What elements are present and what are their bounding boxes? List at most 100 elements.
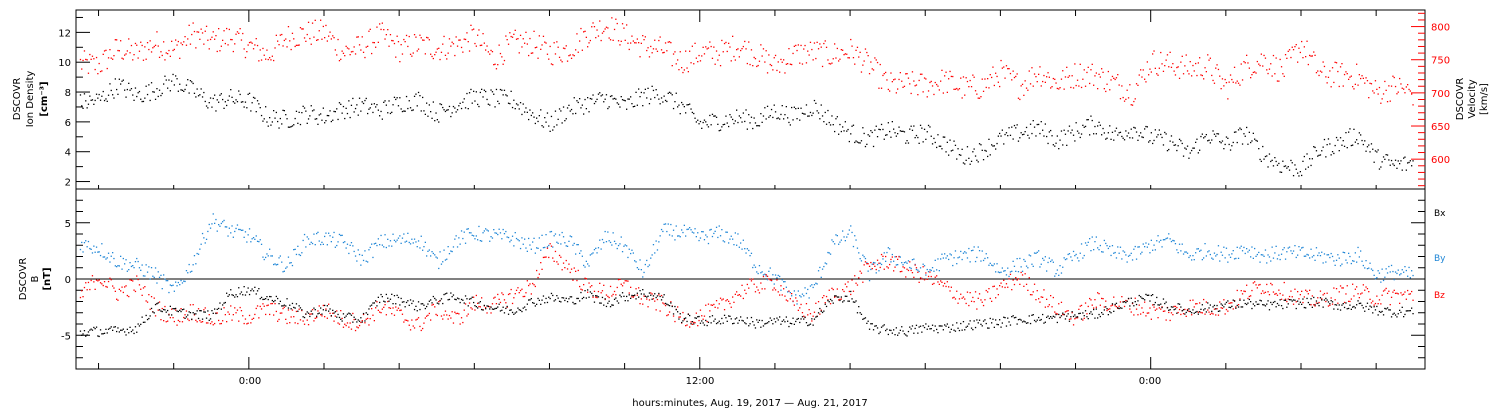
- density-point: [967, 146, 968, 147]
- bz-point: [749, 279, 750, 280]
- bz-point: [1190, 300, 1191, 301]
- by-point: [1380, 282, 1381, 283]
- velocity-point: [748, 41, 749, 42]
- bz-point: [1049, 304, 1050, 305]
- density-point: [1235, 131, 1236, 132]
- bx-point: [992, 319, 993, 320]
- bx-point: [303, 316, 304, 317]
- by-point: [1348, 253, 1349, 254]
- bz-point: [417, 319, 418, 320]
- bz-point: [1133, 314, 1134, 315]
- velocity-point: [904, 86, 905, 87]
- density-point: [668, 93, 669, 94]
- density-point: [152, 91, 153, 92]
- velocity-point: [496, 68, 497, 69]
- by-point: [537, 248, 538, 249]
- bx-point: [619, 295, 620, 296]
- bx-point: [249, 294, 250, 295]
- velocity-point: [152, 47, 153, 48]
- velocity-point: [548, 59, 549, 60]
- bz-point: [461, 317, 462, 318]
- bz-point: [1029, 277, 1030, 278]
- bz-point: [109, 278, 110, 279]
- by-point: [406, 241, 407, 242]
- velocity-point: [410, 54, 411, 55]
- density-point: [912, 130, 913, 131]
- density-point: [1031, 133, 1032, 134]
- bz-point: [89, 289, 90, 290]
- bz-point: [248, 323, 249, 324]
- bz-point: [716, 300, 717, 301]
- bx-point: [892, 333, 893, 334]
- bx-point: [445, 293, 446, 294]
- by-point: [87, 246, 88, 247]
- bx-point: [1108, 314, 1109, 315]
- velocity-point: [551, 63, 552, 64]
- bx-point: [313, 308, 314, 309]
- bz-point: [928, 276, 929, 277]
- velocity-point: [932, 85, 933, 86]
- density-point: [460, 103, 461, 104]
- velocity-point: [1235, 82, 1236, 83]
- velocity-point: [1394, 77, 1395, 78]
- density-point: [677, 106, 678, 107]
- bz-point: [494, 297, 495, 298]
- bx-point: [362, 321, 363, 322]
- by-point: [1294, 245, 1295, 246]
- bz-point: [477, 303, 478, 304]
- velocity-point: [744, 41, 745, 42]
- bx-point: [1106, 308, 1107, 309]
- bx-point: [1191, 312, 1192, 313]
- velocity-point: [697, 61, 698, 62]
- bz-point: [1306, 291, 1307, 292]
- density-point: [1140, 132, 1141, 133]
- by-point: [686, 229, 687, 230]
- bx-point: [221, 309, 222, 310]
- velocity-point: [609, 37, 610, 38]
- velocity-point: [96, 57, 97, 58]
- density-point: [658, 99, 659, 100]
- density-point: [351, 105, 352, 106]
- by-point: [642, 276, 643, 277]
- by-point: [256, 235, 257, 236]
- density-point: [323, 108, 324, 109]
- by-point: [423, 246, 424, 247]
- by-point: [948, 259, 949, 260]
- density-point: [1144, 128, 1145, 129]
- velocity-point: [692, 46, 693, 47]
- by-point: [430, 255, 431, 256]
- bz-point: [415, 319, 416, 320]
- density-point: [664, 96, 665, 97]
- by-point: [175, 282, 176, 283]
- bx-point: [405, 306, 406, 307]
- bx-point: [1192, 309, 1193, 310]
- velocity-point: [1316, 72, 1317, 73]
- bz-point: [1374, 305, 1375, 306]
- velocity-point: [854, 64, 855, 65]
- bz-point: [80, 297, 81, 298]
- velocity-point: [1058, 88, 1059, 89]
- bz-point: [609, 297, 610, 298]
- density-point: [704, 120, 705, 121]
- bz-point: [390, 308, 391, 309]
- velocity-point: [1255, 72, 1256, 73]
- by-point: [493, 229, 494, 230]
- bx-point: [839, 300, 840, 301]
- velocity-point: [1182, 56, 1183, 57]
- bz-point: [846, 286, 847, 287]
- velocity-point: [441, 52, 442, 53]
- by-point: [821, 277, 822, 278]
- bx-point: [490, 307, 491, 308]
- velocity-point: [121, 58, 122, 59]
- density-point: [1120, 132, 1121, 133]
- bx-point: [956, 322, 957, 323]
- bx-point: [1017, 323, 1018, 324]
- bz-point: [234, 307, 235, 308]
- velocity-point: [846, 54, 847, 55]
- by-point: [1190, 255, 1191, 256]
- top-right-tick-label: 700: [1431, 89, 1450, 100]
- bz-point: [772, 289, 773, 290]
- bz-point: [809, 309, 810, 310]
- density-point: [332, 120, 333, 121]
